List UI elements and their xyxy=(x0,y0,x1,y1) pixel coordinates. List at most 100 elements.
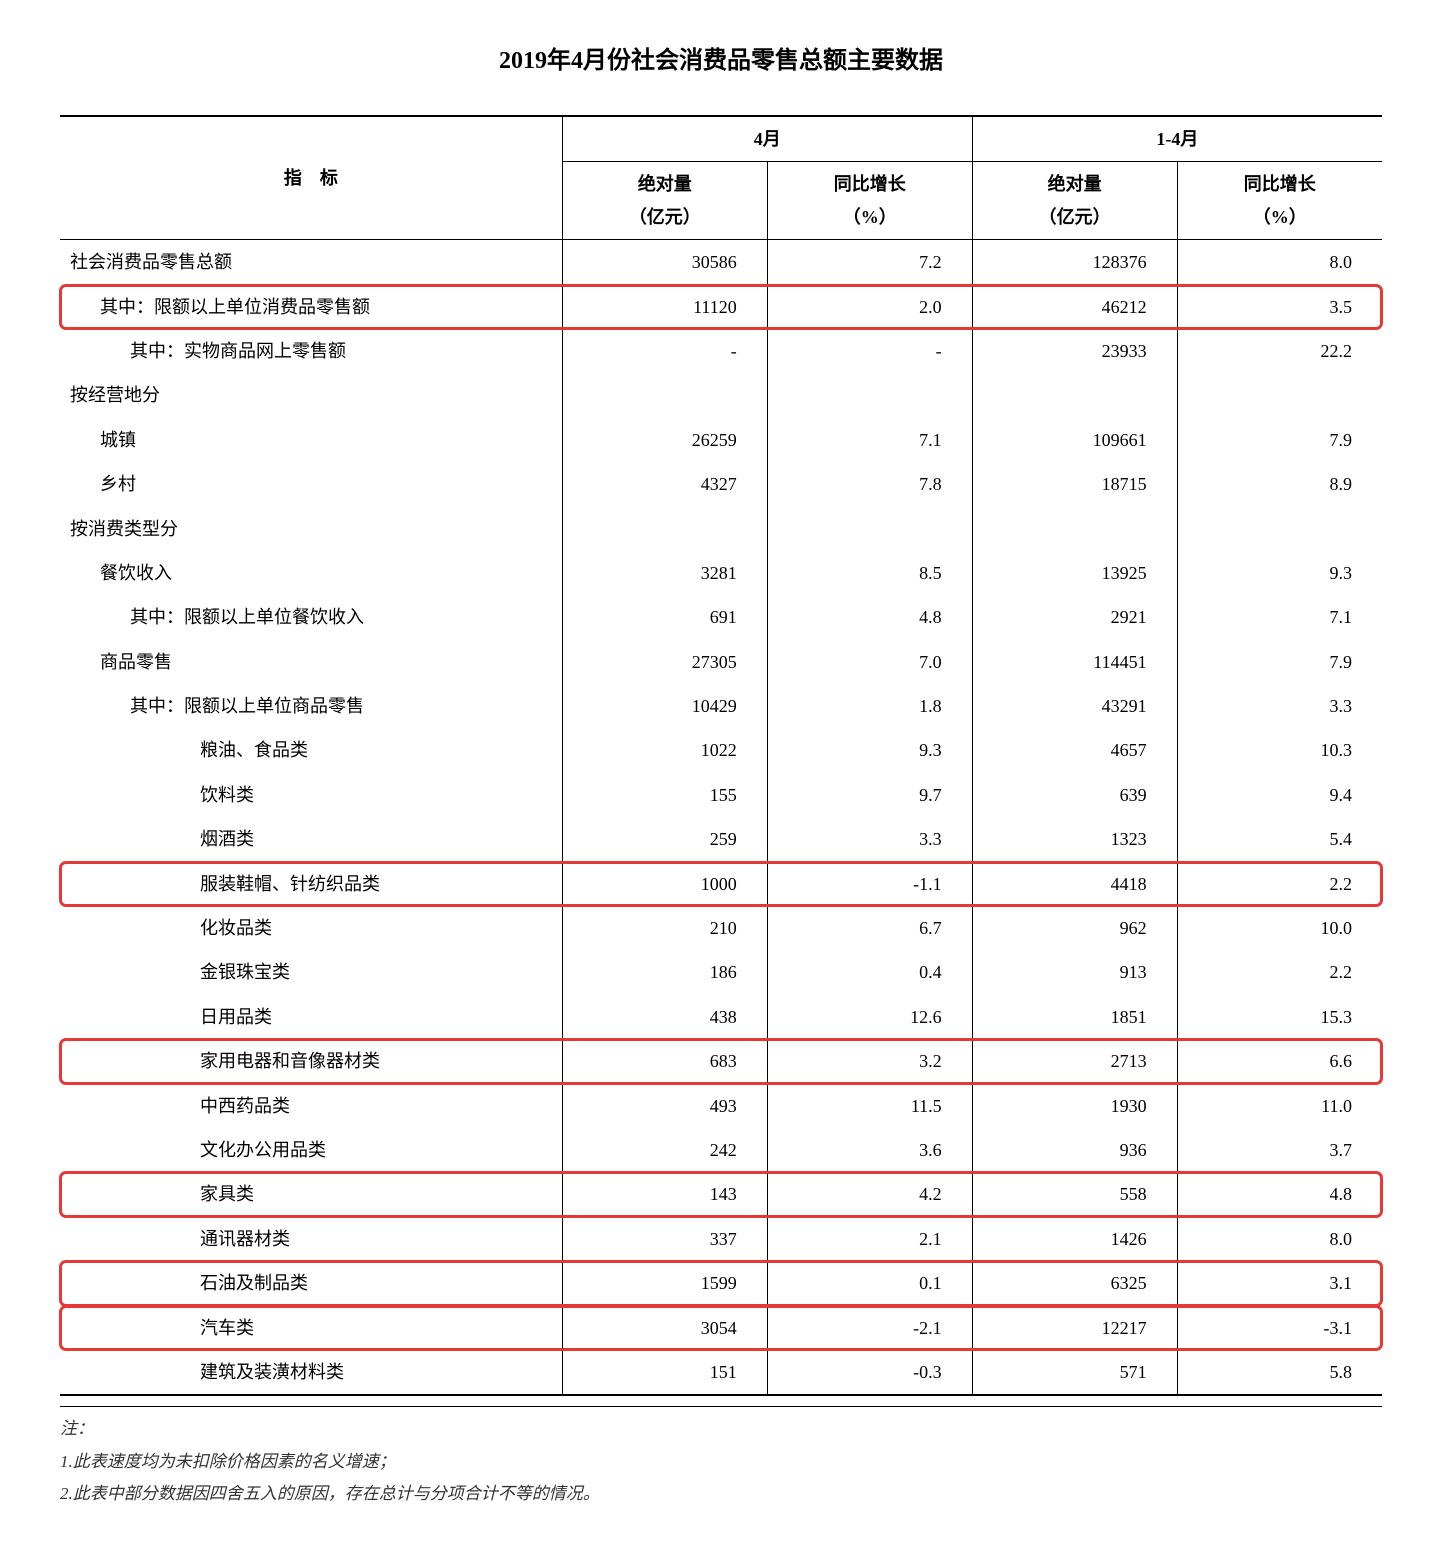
row-label: 家具类 xyxy=(60,1172,562,1216)
row-value: 27305 xyxy=(562,640,767,684)
row-value: 9.4 xyxy=(1177,773,1382,817)
table-row: 家用电器和音像器材类6833.227136.6 xyxy=(60,1039,1382,1083)
col-abs1: 绝对量 （亿元） xyxy=(562,162,767,240)
table-row: 其中：限额以上单位商品零售104291.8432913.3 xyxy=(60,684,1382,728)
row-label: 按经营地分 xyxy=(60,373,562,417)
row-value: 493 xyxy=(562,1084,767,1128)
row-value: 936 xyxy=(972,1128,1177,1172)
row-value xyxy=(972,373,1177,417)
row-value: 1323 xyxy=(972,817,1177,861)
row-value: 15.3 xyxy=(1177,995,1382,1039)
row-value: 4.8 xyxy=(767,595,972,639)
row-value: 1022 xyxy=(562,728,767,772)
table-row: 文化办公用品类2423.69363.7 xyxy=(60,1128,1382,1172)
row-value: 7.9 xyxy=(1177,640,1382,684)
row-value: 4418 xyxy=(972,862,1177,906)
row-value: 12217 xyxy=(972,1306,1177,1350)
row-label: 其中：实物商品网上零售额 xyxy=(60,329,562,373)
yoy-label: 同比增长 xyxy=(1244,174,1316,194)
row-value: 7.8 xyxy=(767,462,972,506)
page-title: 2019年4月份社会消费品零售总额主要数据 xyxy=(60,40,1382,75)
table-row: 服装鞋帽、针纺织品类1000-1.144182.2 xyxy=(60,862,1382,906)
row-value: 1930 xyxy=(972,1084,1177,1128)
row-value: 2713 xyxy=(972,1039,1177,1083)
row-value: 1.8 xyxy=(767,684,972,728)
row-value: 11120 xyxy=(562,285,767,329)
row-value: 242 xyxy=(562,1128,767,1172)
row-label: 文化办公用品类 xyxy=(60,1128,562,1172)
table-row: 化妆品类2106.796210.0 xyxy=(60,906,1382,950)
row-value: 0.4 xyxy=(767,950,972,994)
row-value: 7.9 xyxy=(1177,418,1382,462)
row-label: 粮油、食品类 xyxy=(60,728,562,772)
row-value: 5.4 xyxy=(1177,817,1382,861)
row-value: 683 xyxy=(562,1039,767,1083)
row-value: 2921 xyxy=(972,595,1177,639)
row-value: -1.1 xyxy=(767,862,972,906)
row-label: 乡村 xyxy=(60,462,562,506)
row-value: 10.0 xyxy=(1177,906,1382,950)
row-value: 3054 xyxy=(562,1306,767,1350)
row-value xyxy=(767,373,972,417)
table-row: 餐饮收入32818.5139259.3 xyxy=(60,551,1382,595)
col-period2: 1-4月 xyxy=(972,116,1382,162)
row-label: 家用电器和音像器材类 xyxy=(60,1039,562,1083)
row-value: 46212 xyxy=(972,285,1177,329)
row-value: 2.2 xyxy=(1177,862,1382,906)
row-value: 155 xyxy=(562,773,767,817)
row-value: 23933 xyxy=(972,329,1177,373)
row-value: 913 xyxy=(972,950,1177,994)
table-row: 城镇262597.11096617.9 xyxy=(60,418,1382,462)
row-value: 4657 xyxy=(972,728,1177,772)
row-value: 8.5 xyxy=(767,551,972,595)
row-value: 30586 xyxy=(562,240,767,285)
row-value: 8.0 xyxy=(1177,240,1382,285)
row-value: 4.8 xyxy=(1177,1172,1382,1216)
row-value: 26259 xyxy=(562,418,767,462)
row-value: 186 xyxy=(562,950,767,994)
col-yoy1: 同比增长 （%） xyxy=(767,162,972,240)
row-label: 餐饮收入 xyxy=(60,551,562,595)
row-label: 饮料类 xyxy=(60,773,562,817)
row-value: 7.1 xyxy=(767,418,972,462)
row-value: 8.9 xyxy=(1177,462,1382,506)
row-value: 4.2 xyxy=(767,1172,972,1216)
row-value xyxy=(1177,373,1382,417)
table-row: 通讯器材类3372.114268.0 xyxy=(60,1217,1382,1261)
row-label: 其中：限额以上单位餐饮收入 xyxy=(60,595,562,639)
row-value: 210 xyxy=(562,906,767,950)
row-label: 商品零售 xyxy=(60,640,562,684)
table-row: 社会消费品零售总额305867.21283768.0 xyxy=(60,240,1382,285)
note-1: 1.此表速度均为未扣除价格因素的名义增速； xyxy=(60,1446,1382,1478)
row-value: 22.2 xyxy=(1177,329,1382,373)
row-label: 中西药品类 xyxy=(60,1084,562,1128)
table-row: 日用品类43812.6185115.3 xyxy=(60,995,1382,1039)
abs-unit: （亿元） xyxy=(629,207,701,227)
row-value: 9.3 xyxy=(1177,551,1382,595)
row-value: 114451 xyxy=(972,640,1177,684)
table-row: 烟酒类2593.313235.4 xyxy=(60,817,1382,861)
table-body: 社会消费品零售总额305867.21283768.0其中：限额以上单位消费品零售… xyxy=(60,240,1382,1396)
row-label: 汽车类 xyxy=(60,1306,562,1350)
row-value xyxy=(562,373,767,417)
row-value: 18715 xyxy=(972,462,1177,506)
data-table: 指 标 4月 1-4月 绝对量 （亿元） 同比增长 （%） 绝对量 （亿元） 同… xyxy=(60,115,1382,1396)
row-value: 11.5 xyxy=(767,1084,972,1128)
row-value: 6325 xyxy=(972,1261,1177,1305)
row-value: 6.7 xyxy=(767,906,972,950)
row-value: - xyxy=(767,329,972,373)
col-yoy2: 同比增长 （%） xyxy=(1177,162,1382,240)
table-row: 其中：实物商品网上零售额--2393322.2 xyxy=(60,329,1382,373)
row-label: 建筑及装潢材料类 xyxy=(60,1350,562,1395)
row-value: 9.3 xyxy=(767,728,972,772)
table-row: 汽车类3054-2.112217-3.1 xyxy=(60,1306,1382,1350)
col-period1: 4月 xyxy=(562,116,972,162)
row-value: 1426 xyxy=(972,1217,1177,1261)
row-value: 3.7 xyxy=(1177,1128,1382,1172)
row-value: 11.0 xyxy=(1177,1084,1382,1128)
abs-label: 绝对量 xyxy=(638,174,692,194)
abs-unit: （亿元） xyxy=(1039,207,1111,227)
row-value: 0.1 xyxy=(767,1261,972,1305)
row-value: 2.2 xyxy=(1177,950,1382,994)
row-value: 337 xyxy=(562,1217,767,1261)
